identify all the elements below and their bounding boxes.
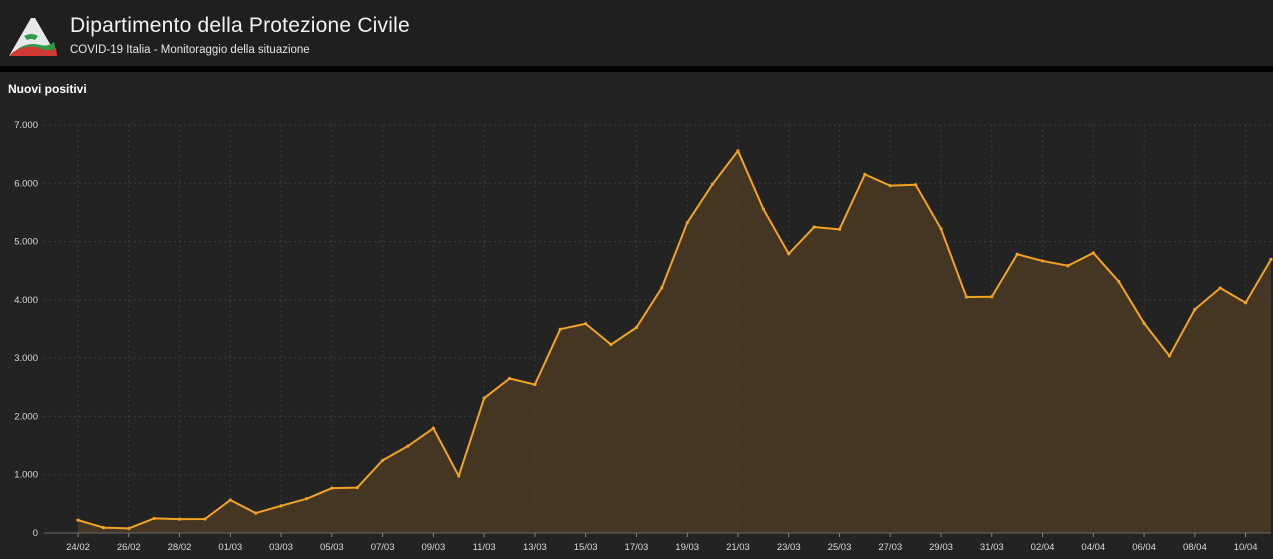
data-point[interactable] bbox=[710, 182, 715, 186]
series-line bbox=[77, 149, 1272, 530]
data-point[interactable] bbox=[76, 518, 80, 522]
y-tick-label: 7.000 bbox=[14, 120, 38, 131]
data-point[interactable] bbox=[558, 327, 562, 331]
data-point[interactable] bbox=[228, 498, 232, 502]
data-point[interactable] bbox=[406, 444, 410, 448]
data-point[interactable] bbox=[1091, 251, 1095, 255]
app-title: Dipartimento della Protezione Civile bbox=[70, 14, 410, 37]
data-point[interactable] bbox=[685, 221, 689, 225]
data-point[interactable] bbox=[177, 517, 182, 521]
x-tick-label: 27/03 bbox=[878, 542, 902, 553]
y-tick-label: 1.000 bbox=[14, 470, 38, 481]
x-tick-label: 13/03 bbox=[523, 542, 547, 553]
y-tick-label: 4.000 bbox=[14, 295, 38, 306]
data-point[interactable] bbox=[1142, 321, 1146, 325]
data-point[interactable] bbox=[990, 295, 994, 299]
x-tick-label: 28/02 bbox=[168, 542, 192, 553]
data-point[interactable] bbox=[863, 172, 867, 176]
data-point[interactable] bbox=[736, 149, 740, 153]
x-tick-label: 19/03 bbox=[675, 542, 699, 553]
protezione-civile-logo-icon bbox=[9, 18, 57, 56]
data-point[interactable] bbox=[431, 426, 435, 430]
y-tick-label: 3.000 bbox=[14, 353, 38, 364]
data-point[interactable] bbox=[837, 227, 842, 231]
data-point[interactable] bbox=[279, 504, 283, 508]
x-tick-label: 25/03 bbox=[828, 542, 852, 553]
data-point[interactable] bbox=[127, 526, 131, 531]
data-point[interactable] bbox=[1193, 307, 1197, 312]
data-point[interactable] bbox=[584, 322, 588, 326]
x-tick-label: 07/03 bbox=[371, 542, 395, 553]
x-tick-label: 01/03 bbox=[218, 542, 242, 553]
data-point[interactable] bbox=[1015, 252, 1019, 256]
data-point[interactable] bbox=[380, 458, 385, 462]
data-point[interactable] bbox=[330, 486, 334, 490]
x-tick-label: 05/03 bbox=[320, 542, 344, 553]
header-divider bbox=[0, 66, 1273, 72]
data-point[interactable] bbox=[1066, 264, 1070, 268]
data-point[interactable] bbox=[507, 376, 512, 381]
data-point[interactable] bbox=[203, 517, 207, 521]
y-tick-label: 6.000 bbox=[14, 178, 38, 189]
x-tick-label: 09/03 bbox=[421, 542, 445, 553]
x-tick-label: 23/03 bbox=[777, 542, 801, 553]
data-point[interactable] bbox=[1244, 301, 1248, 305]
y-tick-label: 5.000 bbox=[14, 237, 38, 248]
data-point[interactable] bbox=[482, 396, 486, 400]
series-area bbox=[78, 150, 1271, 534]
data-point[interactable] bbox=[1218, 286, 1222, 290]
data-point[interactable] bbox=[914, 183, 918, 187]
new-positives-chart: 0 1.000 2.000 3.000 4.000 5.000 6.000 7.000 24/0… bbox=[14, 120, 1273, 553]
x-tick-label: 08/04 bbox=[1183, 542, 1207, 553]
data-point[interactable] bbox=[939, 227, 943, 231]
data-point[interactable] bbox=[152, 516, 156, 521]
data-point[interactable] bbox=[761, 207, 765, 211]
x-tick-label: 11/03 bbox=[473, 542, 496, 553]
data-point[interactable] bbox=[660, 286, 664, 290]
data-point[interactable] bbox=[787, 252, 791, 256]
chart-title: Nuovi positivi bbox=[8, 82, 87, 96]
x-tick-label: 03/03 bbox=[269, 542, 293, 553]
x-tick-label: 10/04 bbox=[1234, 542, 1258, 553]
data-point[interactable] bbox=[101, 525, 105, 530]
data-point[interactable] bbox=[634, 325, 639, 330]
app-subtitle: COVID-19 Italia - Monitoraggio della sit… bbox=[70, 44, 310, 56]
data-point[interactable] bbox=[888, 184, 892, 188]
y-tick-label: 0 bbox=[33, 528, 38, 539]
x-tick-label: 17/03 bbox=[625, 542, 649, 553]
data-point[interactable] bbox=[1117, 279, 1121, 284]
x-tick-label: 29/03 bbox=[929, 542, 953, 553]
data-point[interactable] bbox=[355, 486, 359, 490]
data-point[interactable] bbox=[533, 382, 537, 387]
x-tick-label: 02/04 bbox=[1031, 542, 1055, 553]
x-tick-label: 04/04 bbox=[1081, 542, 1105, 553]
x-tick-label: 06/04 bbox=[1132, 542, 1156, 553]
data-point[interactable] bbox=[1269, 257, 1273, 262]
app-header: Dipartimento della Protezione Civile COV… bbox=[0, 0, 1273, 66]
chart-panel: 0 1.000 2.000 3.000 4.000 5.000 6.000 7.000 24/0… bbox=[0, 72, 1273, 559]
x-tick-label: 26/02 bbox=[117, 542, 141, 553]
x-tick-label: 15/03 bbox=[574, 542, 598, 553]
data-point[interactable] bbox=[304, 497, 309, 501]
y-tick-label: 2.000 bbox=[14, 411, 38, 422]
data-point[interactable] bbox=[609, 342, 613, 347]
data-point[interactable] bbox=[1040, 259, 1045, 263]
data-point[interactable] bbox=[254, 511, 258, 515]
x-tick-label: 31/03 bbox=[980, 542, 1004, 553]
x-tick-label: 21/03 bbox=[726, 542, 750, 553]
x-tick-label: 24/02 bbox=[66, 542, 90, 553]
data-point[interactable] bbox=[812, 225, 816, 229]
data-point[interactable] bbox=[457, 474, 461, 478]
data-point[interactable] bbox=[1167, 354, 1172, 358]
data-point[interactable] bbox=[964, 295, 969, 299]
